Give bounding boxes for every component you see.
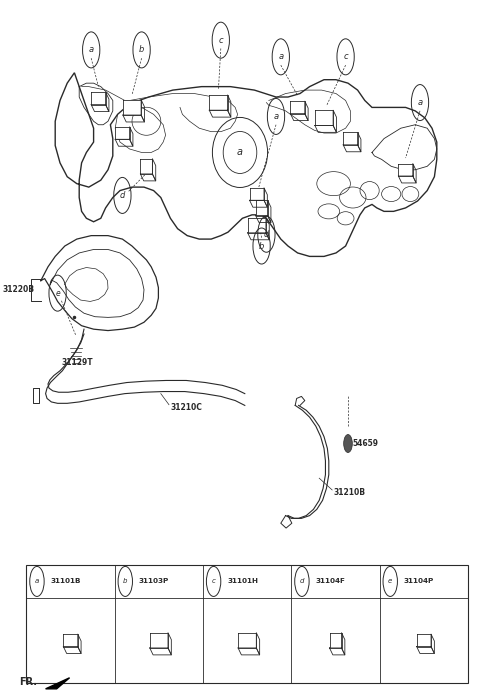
Polygon shape [398, 164, 413, 176]
Polygon shape [150, 633, 168, 648]
Polygon shape [330, 633, 341, 648]
Polygon shape [91, 92, 106, 105]
Text: 31104F: 31104F [315, 579, 345, 584]
Text: 31210C: 31210C [170, 403, 202, 412]
Text: 31220B: 31220B [2, 286, 35, 294]
Polygon shape [256, 200, 268, 216]
Text: a: a [274, 112, 278, 121]
Text: 54659: 54659 [353, 439, 379, 448]
Text: c: c [343, 53, 348, 61]
Text: e: e [55, 289, 60, 297]
Ellipse shape [344, 435, 352, 453]
Text: d: d [120, 191, 125, 200]
Text: e: e [388, 579, 392, 584]
Polygon shape [417, 634, 431, 647]
Text: 31101B: 31101B [50, 579, 81, 584]
Text: a: a [278, 53, 283, 61]
Text: b: b [259, 242, 264, 250]
Polygon shape [315, 110, 333, 125]
Text: 31101H: 31101H [227, 579, 258, 584]
Polygon shape [115, 127, 130, 139]
Text: c: c [218, 36, 223, 44]
Text: b: b [123, 579, 128, 584]
Text: c: c [212, 579, 216, 584]
Polygon shape [209, 95, 228, 110]
Text: a: a [418, 98, 422, 107]
Polygon shape [290, 101, 305, 114]
Polygon shape [63, 634, 78, 647]
Text: a: a [89, 46, 94, 54]
Text: 31129T: 31129T [61, 358, 93, 367]
Text: 31103P: 31103P [139, 579, 169, 584]
Text: d: d [300, 579, 304, 584]
Text: a: a [237, 148, 243, 157]
Polygon shape [250, 188, 264, 200]
Polygon shape [248, 218, 266, 233]
Text: FR.: FR. [19, 678, 37, 687]
Polygon shape [123, 100, 141, 115]
Text: d: d [264, 230, 269, 238]
Polygon shape [46, 678, 70, 689]
Text: 31104P: 31104P [404, 579, 434, 584]
Text: a: a [35, 579, 39, 584]
Text: b: b [139, 46, 144, 54]
Text: 31210B: 31210B [334, 488, 366, 496]
Polygon shape [343, 132, 358, 145]
Polygon shape [238, 633, 256, 648]
Polygon shape [140, 159, 153, 174]
